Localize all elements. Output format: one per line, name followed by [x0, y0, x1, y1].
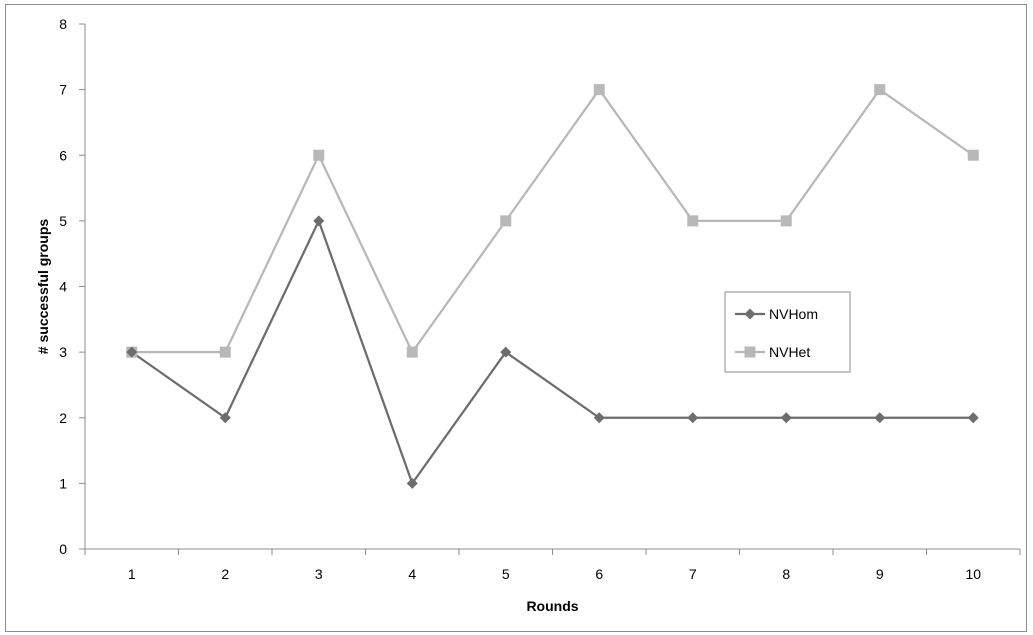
series-line-nvhet	[131, 87, 974, 355]
x-tick-label: 4	[408, 566, 416, 582]
y-tick-label: 1	[59, 475, 67, 491]
data-point-nvhom	[219, 412, 231, 424]
series-markers	[126, 84, 979, 489]
x-tick-label: 1	[128, 566, 136, 582]
y-tick-label: 8	[59, 16, 67, 32]
series-line-nvhom	[131, 217, 974, 486]
data-point-nvhet	[313, 149, 325, 161]
legend-label-nvhom: NVHom	[769, 306, 818, 322]
legend-marker-nvhom	[744, 308, 756, 320]
data-point-nvhom	[126, 346, 138, 358]
data-point-nvhet	[219, 346, 231, 358]
data-point-nvhet	[967, 149, 979, 161]
legend: NVHom NVHet	[724, 291, 851, 373]
data-point-nvhom	[406, 477, 418, 489]
data-point-nvhom	[874, 412, 886, 424]
legend-label-nvhet: NVHet	[769, 344, 810, 360]
y-axis-ticks: 0 1 2 3 4 5 6 7 8	[59, 16, 85, 557]
x-axis-ticks: 1 2 3 4 5 6 7 8 9 10	[84, 549, 1021, 582]
x-tick-label: 8	[782, 566, 790, 582]
x-tick-label: 9	[876, 566, 884, 582]
y-tick-label: 5	[59, 213, 67, 229]
axes	[84, 24, 1020, 550]
x-tick-label: 10	[965, 566, 981, 582]
x-axis-title: Rounds	[526, 598, 578, 614]
y-tick-label: 7	[59, 82, 67, 98]
y-tick-label: 4	[59, 279, 67, 295]
x-tick-label: 7	[689, 566, 697, 582]
y-tick-label: 2	[59, 410, 67, 426]
x-tick-label: 5	[502, 566, 510, 582]
x-tick-label: 3	[315, 566, 323, 582]
data-point-nvhom	[593, 412, 605, 424]
data-point-nvhet	[406, 346, 418, 358]
data-point-nvhom	[500, 346, 512, 358]
data-point-nvhet	[874, 84, 886, 96]
data-point-nvhet	[593, 84, 605, 96]
chart-frame	[5, 4, 1027, 632]
y-tick-label: 0	[59, 541, 67, 557]
data-point-nvhom	[687, 412, 699, 424]
data-point-nvhom	[313, 215, 325, 227]
y-axis-title: # successful groups	[35, 219, 51, 355]
data-point-nvhet	[780, 215, 792, 227]
data-point-nvhom	[780, 412, 792, 424]
y-tick-label: 3	[59, 344, 67, 360]
x-tick-label: 2	[221, 566, 229, 582]
legend-marker-nvhet	[744, 346, 756, 358]
data-point-nvhom	[967, 412, 979, 424]
data-point-nvhet	[687, 215, 699, 227]
y-tick-label: 6	[59, 147, 67, 163]
series-lines	[131, 87, 974, 486]
legend-box	[724, 291, 851, 373]
x-tick-label: 6	[595, 566, 603, 582]
data-point-nvhet	[500, 215, 512, 227]
